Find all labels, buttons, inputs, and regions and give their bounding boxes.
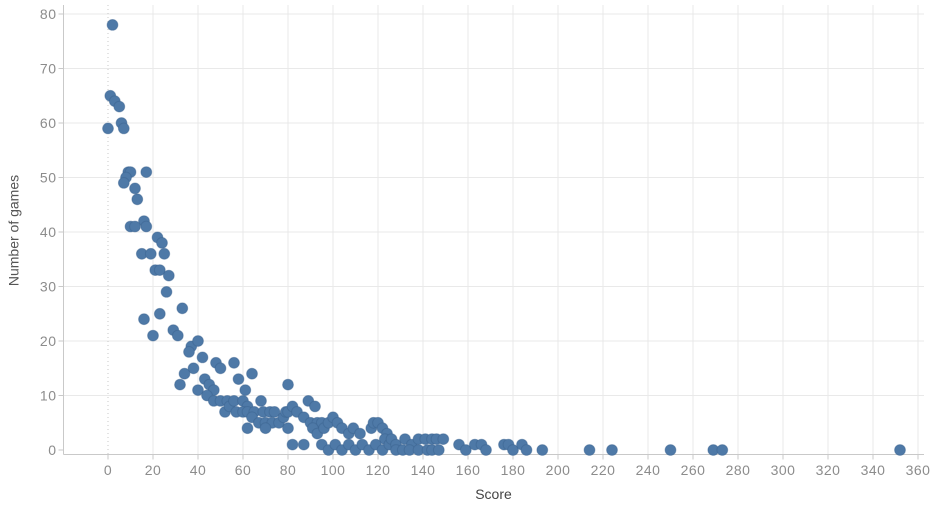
x-tick-label: 40 <box>190 462 207 478</box>
x-tick-label: 340 <box>861 462 886 478</box>
data-point[interactable] <box>214 362 227 375</box>
data-point[interactable] <box>117 177 130 189</box>
y-tick-label: 20 <box>40 333 57 349</box>
data-point[interactable] <box>187 362 200 375</box>
x-tick-label: 20 <box>145 462 162 478</box>
data-point[interactable] <box>894 444 906 456</box>
x-tick-label: 160 <box>456 462 481 478</box>
data-point[interactable] <box>232 373 245 386</box>
data-point[interactable] <box>153 307 166 320</box>
data-point[interactable] <box>520 444 533 456</box>
data-point[interactable] <box>140 220 153 233</box>
data-point[interactable] <box>176 302 189 315</box>
data-point[interactable] <box>171 329 184 342</box>
data-point[interactable] <box>106 19 119 31</box>
data-point[interactable] <box>246 367 258 380</box>
y-tick-label: 40 <box>40 224 57 240</box>
data-point[interactable] <box>196 351 209 364</box>
data-point[interactable] <box>432 444 445 456</box>
x-tick-label: 100 <box>321 462 346 478</box>
y-tick-label: 70 <box>40 61 57 77</box>
data-point[interactable] <box>162 269 175 282</box>
x-axis-title: Score <box>475 486 512 502</box>
data-point[interactable] <box>241 422 254 435</box>
data-point[interactable] <box>158 247 171 260</box>
data-point[interactable] <box>239 384 252 397</box>
data-point[interactable] <box>480 444 492 456</box>
data-point[interactable] <box>147 329 159 342</box>
data-point[interactable] <box>664 444 677 456</box>
y-axis-title: Number of games <box>5 174 22 287</box>
data-point[interactable] <box>160 286 173 298</box>
data-point[interactable] <box>183 346 195 358</box>
y-tick-label: 0 <box>48 442 56 458</box>
data-point[interactable] <box>507 444 519 456</box>
data-point[interactable] <box>286 438 299 451</box>
data-point[interactable] <box>113 100 126 113</box>
data-point[interactable] <box>144 247 157 260</box>
x-tick-label: 0 <box>104 462 112 478</box>
data-point[interactable] <box>129 220 141 233</box>
x-tick-label: 220 <box>591 462 616 478</box>
data-point[interactable] <box>282 422 294 435</box>
x-tick-label: 360 <box>906 462 931 478</box>
data-point[interactable] <box>716 444 729 456</box>
data-point[interactable] <box>282 378 294 391</box>
x-tick-label: 180 <box>501 462 526 478</box>
data-point[interactable] <box>297 438 310 451</box>
x-tick-label: 80 <box>280 462 297 478</box>
y-tick-label: 30 <box>40 279 57 295</box>
data-point[interactable] <box>268 406 281 418</box>
data-point[interactable] <box>606 444 618 456</box>
x-tick-label: 240 <box>636 462 661 478</box>
data-point[interactable] <box>536 444 549 456</box>
data-point[interactable] <box>102 122 114 135</box>
y-tick-label: 10 <box>40 388 57 404</box>
data-point[interactable] <box>437 433 450 446</box>
data-point[interactable] <box>140 166 153 179</box>
x-tick-label: 260 <box>681 462 706 478</box>
data-point[interactable] <box>129 182 141 195</box>
data-point[interactable] <box>156 237 168 249</box>
data-point[interactable] <box>192 335 204 347</box>
data-point[interactable] <box>192 384 204 397</box>
x-tick-label: 140 <box>411 462 436 478</box>
data-point[interactable] <box>174 378 186 391</box>
x-tick-label: 120 <box>366 462 391 478</box>
data-point[interactable] <box>131 193 144 206</box>
data-point[interactable] <box>583 444 596 456</box>
data-point[interactable] <box>228 356 240 369</box>
y-tick-label: 60 <box>40 115 57 131</box>
x-tick-label: 300 <box>771 462 796 478</box>
data-point[interactable] <box>255 395 267 407</box>
data-point[interactable] <box>153 264 166 277</box>
x-tick-label: 280 <box>726 462 751 478</box>
data-point[interactable] <box>138 313 150 326</box>
x-tick-label: 320 <box>816 462 841 478</box>
y-tick-label: 50 <box>40 170 57 186</box>
data-point[interactable] <box>309 400 321 413</box>
y-tick-label: 80 <box>40 6 57 22</box>
data-point[interactable] <box>117 122 130 135</box>
x-tick-label: 200 <box>546 462 571 478</box>
data-point[interactable] <box>178 367 191 380</box>
data-point[interactable] <box>259 422 272 435</box>
data-point[interactable] <box>354 427 366 440</box>
data-point[interactable] <box>459 444 472 456</box>
x-tick-label: 60 <box>235 462 252 478</box>
